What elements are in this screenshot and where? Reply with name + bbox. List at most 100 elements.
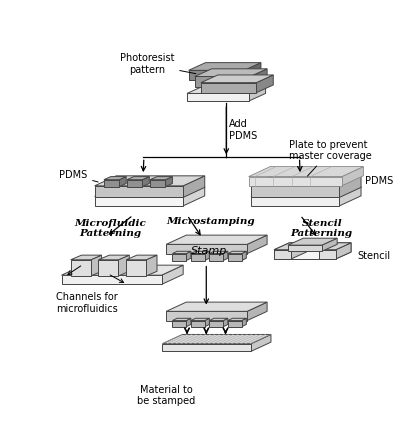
Polygon shape [290, 243, 306, 259]
Text: Channels for
microfluidics: Channels for microfluidics [56, 292, 117, 314]
Polygon shape [166, 244, 247, 254]
Text: Stencil
Patterning: Stencil Patterning [290, 219, 352, 239]
Polygon shape [204, 318, 209, 327]
Polygon shape [273, 243, 306, 250]
Polygon shape [191, 320, 204, 327]
Polygon shape [247, 302, 266, 320]
Polygon shape [194, 77, 249, 86]
Polygon shape [103, 180, 119, 186]
Polygon shape [172, 254, 186, 260]
Polygon shape [166, 302, 266, 312]
Polygon shape [172, 318, 191, 320]
Polygon shape [188, 63, 260, 70]
Polygon shape [146, 255, 157, 276]
Polygon shape [126, 255, 157, 260]
Polygon shape [241, 318, 246, 327]
Text: Stencil: Stencil [356, 251, 389, 261]
Polygon shape [227, 320, 241, 327]
Polygon shape [341, 166, 362, 186]
Polygon shape [71, 255, 101, 260]
Polygon shape [150, 177, 172, 180]
Polygon shape [318, 243, 350, 250]
Polygon shape [191, 254, 204, 260]
Polygon shape [200, 75, 272, 83]
Polygon shape [273, 243, 350, 250]
Polygon shape [191, 318, 209, 320]
Polygon shape [248, 177, 341, 186]
Polygon shape [250, 197, 339, 206]
Polygon shape [243, 63, 260, 81]
Text: PDMS: PDMS [364, 176, 392, 186]
Polygon shape [256, 75, 272, 93]
Polygon shape [209, 251, 227, 254]
Polygon shape [209, 254, 222, 260]
Polygon shape [227, 254, 241, 260]
Polygon shape [166, 235, 266, 244]
Polygon shape [127, 177, 149, 180]
Polygon shape [250, 186, 339, 198]
Polygon shape [194, 69, 266, 77]
Polygon shape [90, 255, 101, 276]
Polygon shape [61, 275, 161, 284]
Polygon shape [94, 186, 204, 197]
Polygon shape [209, 320, 222, 327]
Polygon shape [222, 251, 227, 260]
Polygon shape [119, 177, 126, 186]
Polygon shape [186, 251, 191, 260]
Polygon shape [321, 238, 336, 251]
Polygon shape [209, 318, 227, 320]
Polygon shape [248, 166, 362, 177]
Polygon shape [188, 70, 243, 81]
Polygon shape [172, 320, 186, 327]
Polygon shape [183, 176, 204, 198]
Polygon shape [273, 250, 290, 259]
Polygon shape [241, 251, 246, 260]
Polygon shape [127, 180, 142, 186]
Polygon shape [227, 251, 246, 254]
Polygon shape [187, 86, 265, 93]
Polygon shape [273, 250, 335, 259]
Polygon shape [187, 93, 248, 101]
Polygon shape [247, 235, 266, 254]
Polygon shape [150, 180, 165, 186]
Polygon shape [248, 86, 265, 101]
Polygon shape [227, 318, 246, 320]
Polygon shape [98, 255, 129, 260]
Polygon shape [191, 251, 209, 254]
Polygon shape [249, 69, 266, 86]
Polygon shape [287, 245, 321, 251]
Polygon shape [200, 83, 256, 93]
Polygon shape [186, 318, 191, 327]
Text: PDMS: PDMS [59, 170, 98, 182]
Polygon shape [335, 243, 350, 259]
Polygon shape [250, 335, 270, 352]
Polygon shape [250, 186, 360, 197]
Polygon shape [222, 318, 227, 327]
Polygon shape [161, 265, 183, 284]
Polygon shape [287, 238, 336, 245]
Polygon shape [162, 344, 250, 352]
Polygon shape [103, 177, 126, 180]
Polygon shape [183, 186, 204, 206]
Text: Stamp: Stamp [190, 246, 227, 255]
Polygon shape [204, 251, 209, 260]
Text: Add
PDMS: Add PDMS [228, 119, 256, 141]
Polygon shape [142, 177, 149, 186]
Polygon shape [94, 186, 183, 198]
Polygon shape [71, 260, 90, 276]
Text: Plate to prevent
master coverage: Plate to prevent master coverage [289, 140, 371, 176]
Polygon shape [94, 176, 204, 186]
Polygon shape [335, 243, 350, 259]
Polygon shape [172, 251, 191, 254]
Polygon shape [98, 260, 118, 276]
Text: Photoresist
pattern: Photoresist pattern [119, 53, 196, 75]
Text: Material to
be stamped: Material to be stamped [137, 384, 195, 406]
Polygon shape [162, 335, 270, 344]
Polygon shape [339, 186, 360, 206]
Polygon shape [165, 177, 172, 186]
Polygon shape [290, 250, 318, 259]
Polygon shape [339, 176, 360, 198]
Polygon shape [126, 260, 146, 276]
Polygon shape [118, 255, 129, 276]
Polygon shape [318, 250, 335, 259]
